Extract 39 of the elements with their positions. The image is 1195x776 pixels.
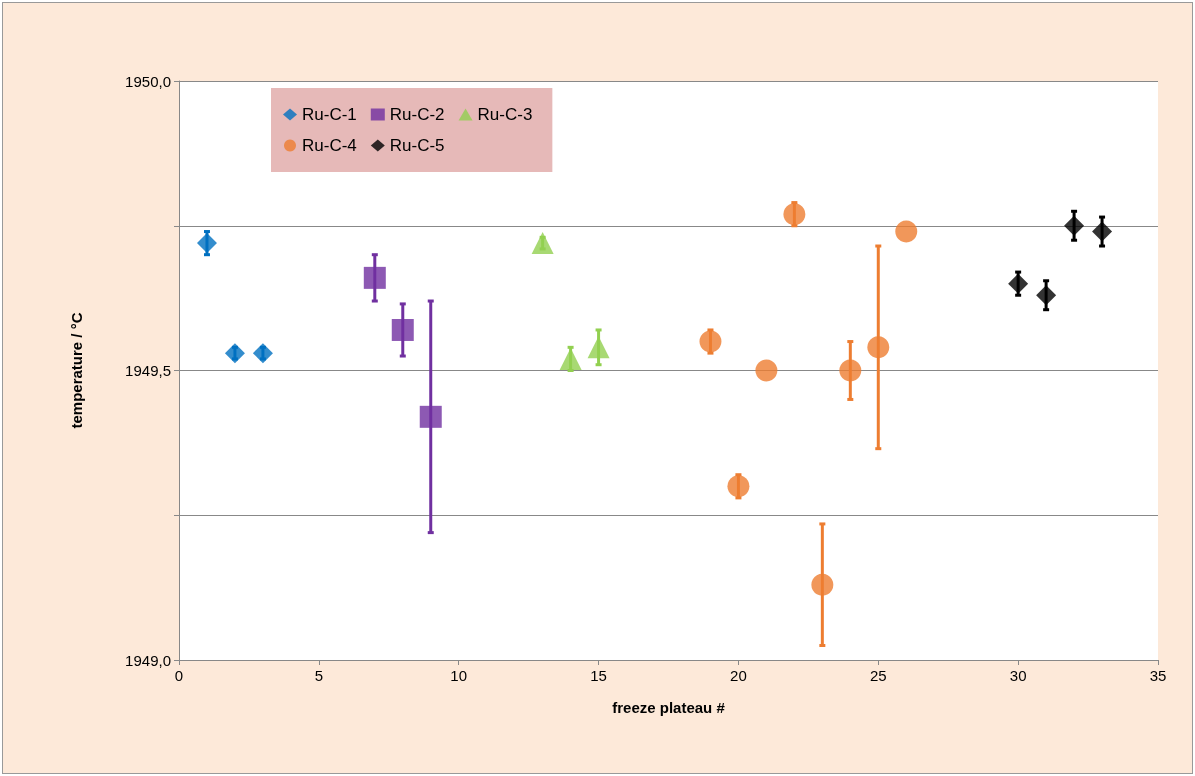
point — [1064, 215, 1085, 236]
point — [811, 573, 834, 596]
point — [1092, 221, 1113, 242]
x-tick-label: 30 — [1009, 667, 1027, 684]
point — [1036, 285, 1057, 306]
legend-label: Ru-C-4 — [302, 136, 357, 155]
point — [363, 266, 386, 289]
legend-label: Ru-C-5 — [389, 136, 445, 155]
point — [196, 233, 217, 254]
point — [783, 203, 806, 226]
x-tick-label: 15 — [590, 667, 607, 684]
y-tick-label: 1950,0 — [125, 72, 171, 90]
point — [531, 232, 554, 255]
x-tick-label: 10 — [450, 667, 468, 684]
point — [755, 359, 778, 382]
point — [727, 475, 750, 498]
point — [252, 343, 273, 364]
x-tick-label: 35 — [1149, 667, 1167, 684]
point — [559, 347, 582, 370]
point — [699, 330, 722, 353]
x-tick-label: 0 — [174, 667, 184, 684]
y-tick-label: 1949,5 — [125, 362, 171, 379]
point — [867, 336, 890, 359]
y-axis-title: temperature / °C — [68, 312, 85, 429]
x-tick-label: 5 — [314, 667, 324, 684]
point — [839, 359, 862, 382]
point — [895, 220, 918, 243]
legend-label: Ru-C-1 — [302, 105, 357, 124]
y-tick-label: 1949,0 — [125, 651, 171, 669]
x-tick-label: 25 — [869, 667, 887, 684]
point — [419, 405, 442, 428]
x-axis-title: freeze plateau # — [612, 699, 726, 716]
point — [391, 318, 414, 341]
x-tick-label: 20 — [730, 667, 747, 684]
legend-label: Ru-C-2 — [389, 105, 445, 124]
point — [587, 336, 610, 359]
point — [224, 343, 245, 364]
legend-label: Ru-C-3 — [477, 105, 533, 124]
point — [1008, 273, 1029, 294]
